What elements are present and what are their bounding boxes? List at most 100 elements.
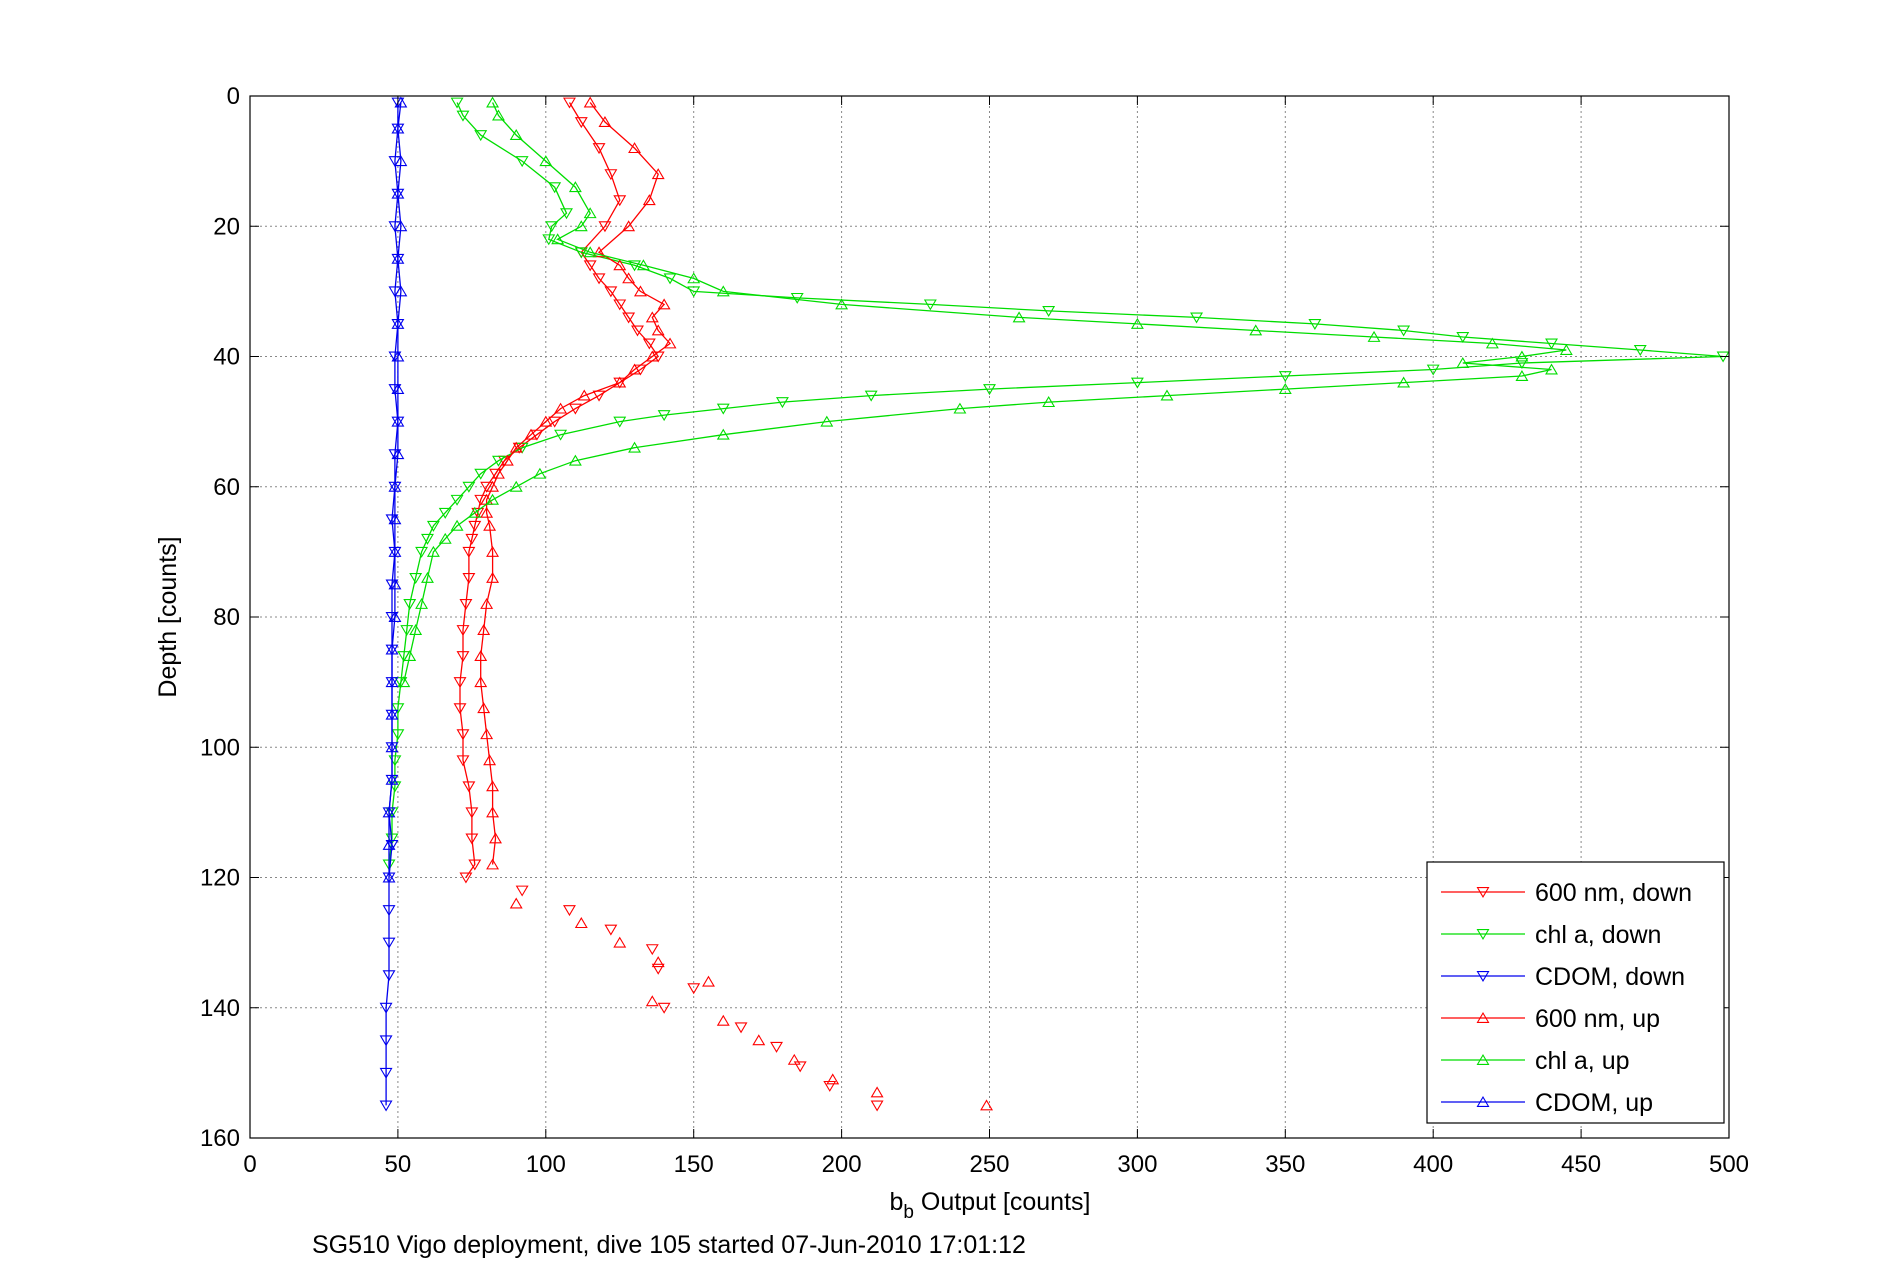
y-tick-label: 140 (200, 995, 240, 1022)
data-point (592, 390, 606, 402)
data-point (438, 532, 452, 544)
data-point (554, 402, 568, 414)
data-point (462, 546, 476, 558)
data-point (716, 1014, 730, 1026)
data-point (1042, 396, 1056, 408)
data-point (480, 506, 494, 518)
figure-caption: SG510 Vigo deployment, dive 105 started … (312, 1231, 1026, 1259)
data-point (1042, 305, 1056, 317)
data-point (462, 481, 476, 493)
data-point (548, 416, 562, 428)
data-point (864, 390, 878, 402)
x-tick-label: 150 (674, 1151, 714, 1178)
data-point (524, 428, 538, 440)
data-point (613, 936, 627, 948)
data-point (486, 545, 500, 557)
data-point (385, 643, 399, 655)
x-tick-label: 400 (1413, 1151, 1453, 1178)
legend-marker (1476, 1053, 1490, 1065)
series-1 (382, 97, 1730, 871)
data-point (415, 597, 429, 609)
data-point (1130, 317, 1144, 329)
data-point (1456, 332, 1470, 343)
data-point (489, 832, 502, 844)
data-point (577, 389, 591, 401)
data-point (1485, 337, 1499, 349)
data-point (645, 944, 659, 956)
data-point (459, 599, 473, 611)
data-point (775, 397, 789, 409)
data-point (385, 741, 399, 753)
data-point (1515, 358, 1529, 370)
series-7 (509, 897, 994, 1111)
data-point (426, 545, 440, 557)
data-point (687, 983, 701, 995)
data-point (628, 260, 642, 272)
data-point (734, 1022, 748, 1034)
legend-marker (1476, 929, 1490, 941)
data-point (663, 337, 677, 349)
data-point (486, 571, 500, 583)
data-point (835, 298, 849, 310)
data-point (604, 924, 618, 936)
data-point (456, 755, 470, 767)
data-point (515, 156, 529, 168)
data-point (628, 142, 642, 154)
data-point (583, 96, 597, 108)
data-point (554, 429, 568, 441)
data-point (613, 299, 627, 311)
data-point (1012, 311, 1026, 323)
data-point (462, 572, 476, 584)
data-point (604, 286, 618, 298)
x-tick-label: 450 (1561, 1151, 1601, 1178)
series-5 (382, 96, 408, 883)
data-point (509, 480, 523, 492)
data-point (409, 572, 423, 584)
series-4 (397, 96, 1573, 688)
data-point (421, 571, 434, 583)
legend-label: 600 nm, up (1535, 1005, 1660, 1033)
data-point (1278, 383, 1292, 395)
legend-marker (1476, 1095, 1490, 1107)
data-point (450, 519, 464, 531)
data-point (382, 905, 396, 917)
x-axis-title-main: b (890, 1188, 904, 1216)
data-point (391, 729, 405, 741)
data-point (592, 246, 606, 258)
data-point (663, 273, 677, 285)
data-point (483, 754, 497, 766)
data-point (468, 859, 482, 871)
data-point (1367, 330, 1381, 342)
data-point (388, 610, 402, 622)
data-point (492, 109, 505, 121)
x-axis-title: bb Output [counts] (890, 1188, 1091, 1223)
data-point (400, 625, 414, 637)
data-point (651, 956, 665, 968)
data-point (574, 220, 588, 232)
series-line (388, 102, 402, 878)
data-point (391, 187, 405, 199)
data-point (403, 599, 417, 611)
x-tick-label: 300 (1117, 1151, 1157, 1178)
data-point (474, 130, 488, 142)
data-point (770, 1041, 783, 1053)
y-tick-label: 120 (200, 865, 240, 892)
data-point (568, 403, 582, 415)
data-point (456, 625, 470, 637)
y-tick-label: 100 (200, 734, 240, 761)
data-point (980, 1099, 994, 1111)
data-point (583, 246, 597, 258)
data-point (382, 970, 396, 982)
data-point (542, 234, 556, 246)
data-point (533, 467, 547, 479)
data-point (568, 181, 582, 193)
data-point (716, 403, 730, 415)
data-point (385, 676, 399, 688)
data-point (1397, 376, 1411, 388)
data-point (388, 513, 402, 525)
data-point (515, 885, 529, 897)
data-point (438, 507, 452, 519)
x-tick-label: 350 (1265, 1151, 1305, 1178)
data-point (574, 117, 588, 129)
